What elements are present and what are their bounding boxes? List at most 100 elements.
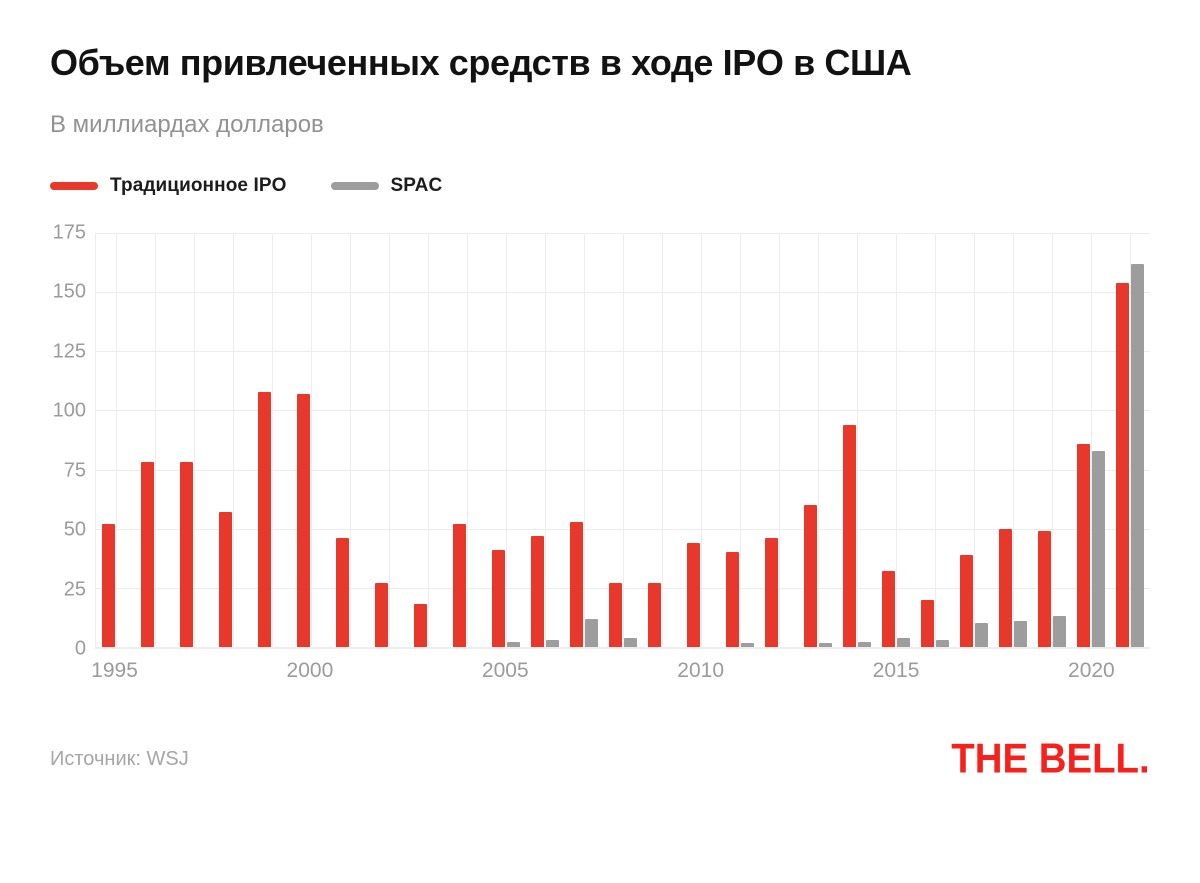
year-cell-2010 <box>681 233 720 647</box>
year-cell-2014 <box>838 233 877 647</box>
bar-group-1999 <box>252 233 291 647</box>
bar-group-2020 <box>1072 233 1111 647</box>
gridline-x-1995 <box>115 233 117 647</box>
y-tick-label-175: 175 <box>52 221 86 244</box>
year-cell-2000 <box>291 233 330 647</box>
year-cell-2004 <box>447 233 486 647</box>
gridline-x-2010 <box>700 233 702 647</box>
y-tick-label-50: 50 <box>63 518 86 541</box>
year-cell-2019 <box>1033 233 1072 647</box>
bar-group-2015 <box>877 233 916 647</box>
x-tick-label-1995: 1995 <box>91 659 138 682</box>
bar-ipo-2013 <box>804 505 818 647</box>
gridline-x-2004 <box>466 233 468 647</box>
year-cell-1999 <box>252 233 291 647</box>
gridline-x-2017 <box>974 233 976 647</box>
footer: Источник: WSJ THE BELL. <box>50 735 1150 783</box>
bar-group-2003 <box>408 233 447 647</box>
year-cell-2012 <box>760 233 799 647</box>
bar-group-1997 <box>174 233 213 647</box>
gridline-x-1996 <box>154 233 156 647</box>
year-cell-2003 <box>408 233 447 647</box>
year-cell-2013 <box>799 233 838 647</box>
bar-ipo-2019 <box>1038 531 1052 647</box>
bar-ipo-2018 <box>999 528 1013 647</box>
bar-ipo-2014 <box>843 424 857 647</box>
bar-group-2008 <box>603 233 642 647</box>
legend: Традиционное IPO SPAC <box>50 175 1150 197</box>
year-cell-2002 <box>369 233 408 647</box>
gridline-x-2019 <box>1052 233 1054 647</box>
gridline-x-2018 <box>1013 233 1015 647</box>
the-bell-logo: THE BELL. <box>951 735 1150 783</box>
bar-ipo-1995 <box>101 523 115 647</box>
bar-group-2021 <box>1111 233 1150 647</box>
bar-spac-2014 <box>858 642 872 647</box>
bar-ipo-2010 <box>686 542 700 647</box>
gridline-x-1999 <box>271 233 273 647</box>
bar-ipo-2011 <box>726 552 740 647</box>
chart-subtitle: В миллиардах долларов <box>50 111 324 138</box>
bar-group-2019 <box>1033 233 1072 647</box>
year-cell-2007 <box>564 233 603 647</box>
x-tick-label-2020: 2020 <box>1068 659 1115 682</box>
bar-ipo-2020 <box>1077 443 1091 647</box>
gridline-x-2016 <box>935 233 937 647</box>
year-cell-2016 <box>916 233 955 647</box>
gridline-x-2014 <box>857 233 859 647</box>
y-tick-label-25: 25 <box>63 578 86 601</box>
bar-ipo-2001 <box>335 538 349 647</box>
bar-ipo-2017 <box>960 554 974 647</box>
gridline-x-1997 <box>193 233 195 647</box>
bar-spac-2021 <box>1131 263 1145 647</box>
y-tick-label-75: 75 <box>63 459 86 482</box>
year-cell-1996 <box>135 233 174 647</box>
bar-spac-2015 <box>897 637 911 647</box>
y-tick-label-150: 150 <box>52 280 86 303</box>
year-cell-1997 <box>174 233 213 647</box>
gridline-x-2015 <box>896 233 898 647</box>
x-tick-label-2000: 2000 <box>286 659 334 682</box>
bar-group-1998 <box>213 233 252 647</box>
gridline-x-2006 <box>544 233 546 647</box>
bar-ipo-2009 <box>647 583 661 647</box>
bar-spac-2013 <box>819 643 833 647</box>
gridline-x-2012 <box>779 233 781 647</box>
chart-page: Объем привлеченных средств в ходе IPO в … <box>0 42 1200 782</box>
bar-ipo-2003 <box>413 604 427 647</box>
gridline-x-2007 <box>583 233 585 647</box>
bar-group-2010 <box>681 233 720 647</box>
bar-spac-2005 <box>506 642 520 647</box>
bar-spac-2011 <box>741 643 755 647</box>
gridline-x-2003 <box>427 233 429 647</box>
y-tick-label-100: 100 <box>52 399 86 422</box>
bar-group-2018 <box>994 233 1033 647</box>
bar-spac-2016 <box>936 639 950 647</box>
x-tick-label-2015: 2015 <box>872 659 920 682</box>
bar-group-2014 <box>838 233 877 647</box>
legend-swatch-traditional-ipo-icon <box>50 182 98 190</box>
bar-ipo-2021 <box>1116 282 1130 647</box>
bar-ipo-2002 <box>374 583 388 647</box>
legend-label-traditional-ipo: Традиционное IPO <box>110 175 287 196</box>
gridline-x-2002 <box>388 233 390 647</box>
bar-group-2017 <box>955 233 994 647</box>
bar-ipo-2016 <box>921 599 935 647</box>
bar-ipo-2012 <box>765 538 779 647</box>
bar-chart: 0 25 50 75 100 125 150 175 1995 2000 2005 2010 2015… <box>50 222 1150 691</box>
bar-group-2006 <box>525 233 564 647</box>
year-cell-2011 <box>721 233 760 647</box>
bar-spac-2018 <box>1014 620 1028 647</box>
source-label: Источник: WSJ <box>50 748 189 770</box>
bar-group-2001 <box>330 233 369 647</box>
y-tick-label-0: 0 <box>74 637 86 660</box>
bar-ipo-2008 <box>608 583 622 647</box>
gridline-x-2009 <box>661 233 663 647</box>
year-cell-1998 <box>213 233 252 647</box>
bar-ipo-2006 <box>530 535 544 647</box>
bar-group-2007 <box>564 233 603 647</box>
bar-spac-2006 <box>545 639 559 647</box>
legend-swatch-spac-icon <box>330 182 379 190</box>
x-tick-label-2010: 2010 <box>677 659 724 682</box>
legend-item-traditional-ipo: Традиционное IPO <box>50 175 287 197</box>
